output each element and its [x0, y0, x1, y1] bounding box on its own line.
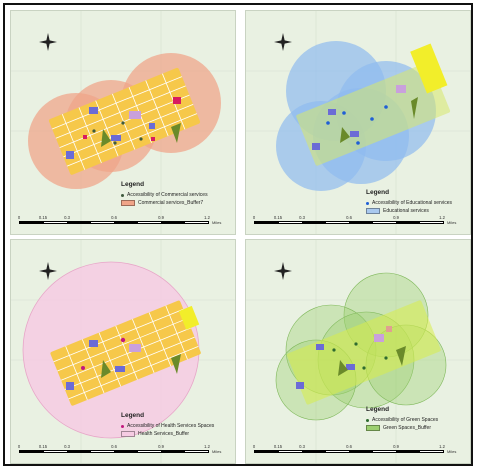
- legend-health: Legend Accessibility of Health Services …: [121, 412, 214, 438]
- urban-area: [296, 43, 451, 166]
- scale-tick-label: 0.9: [158, 215, 164, 220]
- map-panel-health: Legend Accessibility of Health Services …: [10, 239, 236, 464]
- scale-tick-label: 0.3: [64, 215, 70, 220]
- scale-unit: Miles: [212, 220, 222, 225]
- scale-tick-label: 0.3: [299, 444, 305, 449]
- legend-point-label: Accessibility of Health Services Spaces: [127, 423, 215, 429]
- legend-title: Legend: [121, 412, 145, 419]
- map-canvas-educational: [246, 11, 470, 234]
- point-symbol-icon: [366, 418, 369, 422]
- map-canvas-green: [246, 240, 470, 463]
- scale-tick-label: 0.15: [38, 215, 48, 220]
- point-symbol-icon: [366, 201, 369, 205]
- scale-bar: 0 0.15 0.3 0.6 0.9 1.2 Miles: [17, 444, 233, 458]
- legend-green: Legend Accessibility of Green Spaces Gre…: [366, 406, 438, 432]
- urban-area: [286, 300, 441, 405]
- legend-point-label: Accessibility of Educational services: [372, 200, 453, 206]
- scale-tick-label: 0.6: [111, 215, 117, 220]
- legend-commercial: Legend Accessibility of Commercial servi…: [121, 181, 208, 207]
- point-symbol-icon: [121, 424, 124, 428]
- legend-title: Legend: [121, 181, 145, 188]
- map-panel-green: Legend Accessibility of Green Spaces Gre…: [245, 239, 471, 464]
- scale-tick-label: 0.6: [346, 215, 352, 220]
- scale-tick-label: 1.2: [204, 215, 210, 220]
- legend-title: Legend: [366, 406, 390, 413]
- map-panel-commercial: Legend Accessibility of Commercial servi…: [10, 10, 236, 235]
- scale-tick-label: 0: [17, 444, 21, 449]
- scale-tick-label: 1.2: [204, 444, 210, 449]
- scale-tick-label: 0: [252, 444, 256, 449]
- legend-buffer-label: Educational services: [383, 208, 429, 214]
- scale-tick-label: 0.15: [38, 444, 48, 449]
- scale-tick-label: 0.6: [111, 444, 117, 449]
- scale-bar: 0 0.15 0.3 0.6 0.9 1.2 Miles: [252, 444, 468, 458]
- legend-buffer-label: Green Spaces_Buffer: [383, 425, 431, 431]
- map-canvas-commercial: [11, 11, 235, 234]
- scale-bar: 0 0.15 0.3 0.6 0.9 1.2 Miles: [17, 215, 233, 229]
- scale-tick-label: 0.9: [393, 444, 399, 449]
- buffer-swatch-icon: [366, 208, 380, 214]
- legend-buffer-label: Commercial services_Buffer7: [138, 200, 204, 206]
- scale-tick-label: 0.9: [393, 215, 399, 220]
- scale-tick-label: 0.9: [158, 444, 164, 449]
- scale-tick-label: 0: [252, 215, 256, 220]
- scale-unit: Miles: [212, 449, 222, 454]
- legend-title: Legend: [366, 189, 390, 196]
- buffer-swatch-icon: [366, 425, 380, 431]
- scale-unit: Miles: [447, 220, 457, 225]
- urban-area: [50, 300, 201, 406]
- legend-buffer-label: Health Services_Buffer: [138, 431, 190, 437]
- scale-tick-label: 0.15: [273, 444, 283, 449]
- buffer-swatch-icon: [121, 200, 135, 206]
- buffer-swatch-icon: [121, 431, 135, 437]
- scale-tick-label: 0.3: [64, 444, 70, 449]
- map-canvas-health: [11, 240, 235, 463]
- point-symbol-icon: [121, 193, 124, 197]
- scale-tick-label: 1.2: [439, 215, 445, 220]
- legend-point-label: Accessibility of Commercial services: [127, 192, 208, 198]
- scale-tick-label: 0: [17, 215, 21, 220]
- legend-point-label: Accessibility of Green Spaces: [372, 417, 439, 423]
- scale-tick-label: 0.3: [299, 215, 305, 220]
- scale-tick-label: 0.15: [273, 215, 283, 220]
- scale-bar: 0 0.15 0.3 0.6 0.9 1.2 Miles: [252, 215, 468, 229]
- scale-tick-label: 0.6: [346, 444, 352, 449]
- map-panel-educational: Legend Accessibility of Educational serv…: [245, 10, 471, 235]
- legend-educational: Legend Accessibility of Educational serv…: [366, 189, 452, 215]
- scale-unit: Miles: [447, 449, 457, 454]
- scale-tick-label: 1.2: [439, 444, 445, 449]
